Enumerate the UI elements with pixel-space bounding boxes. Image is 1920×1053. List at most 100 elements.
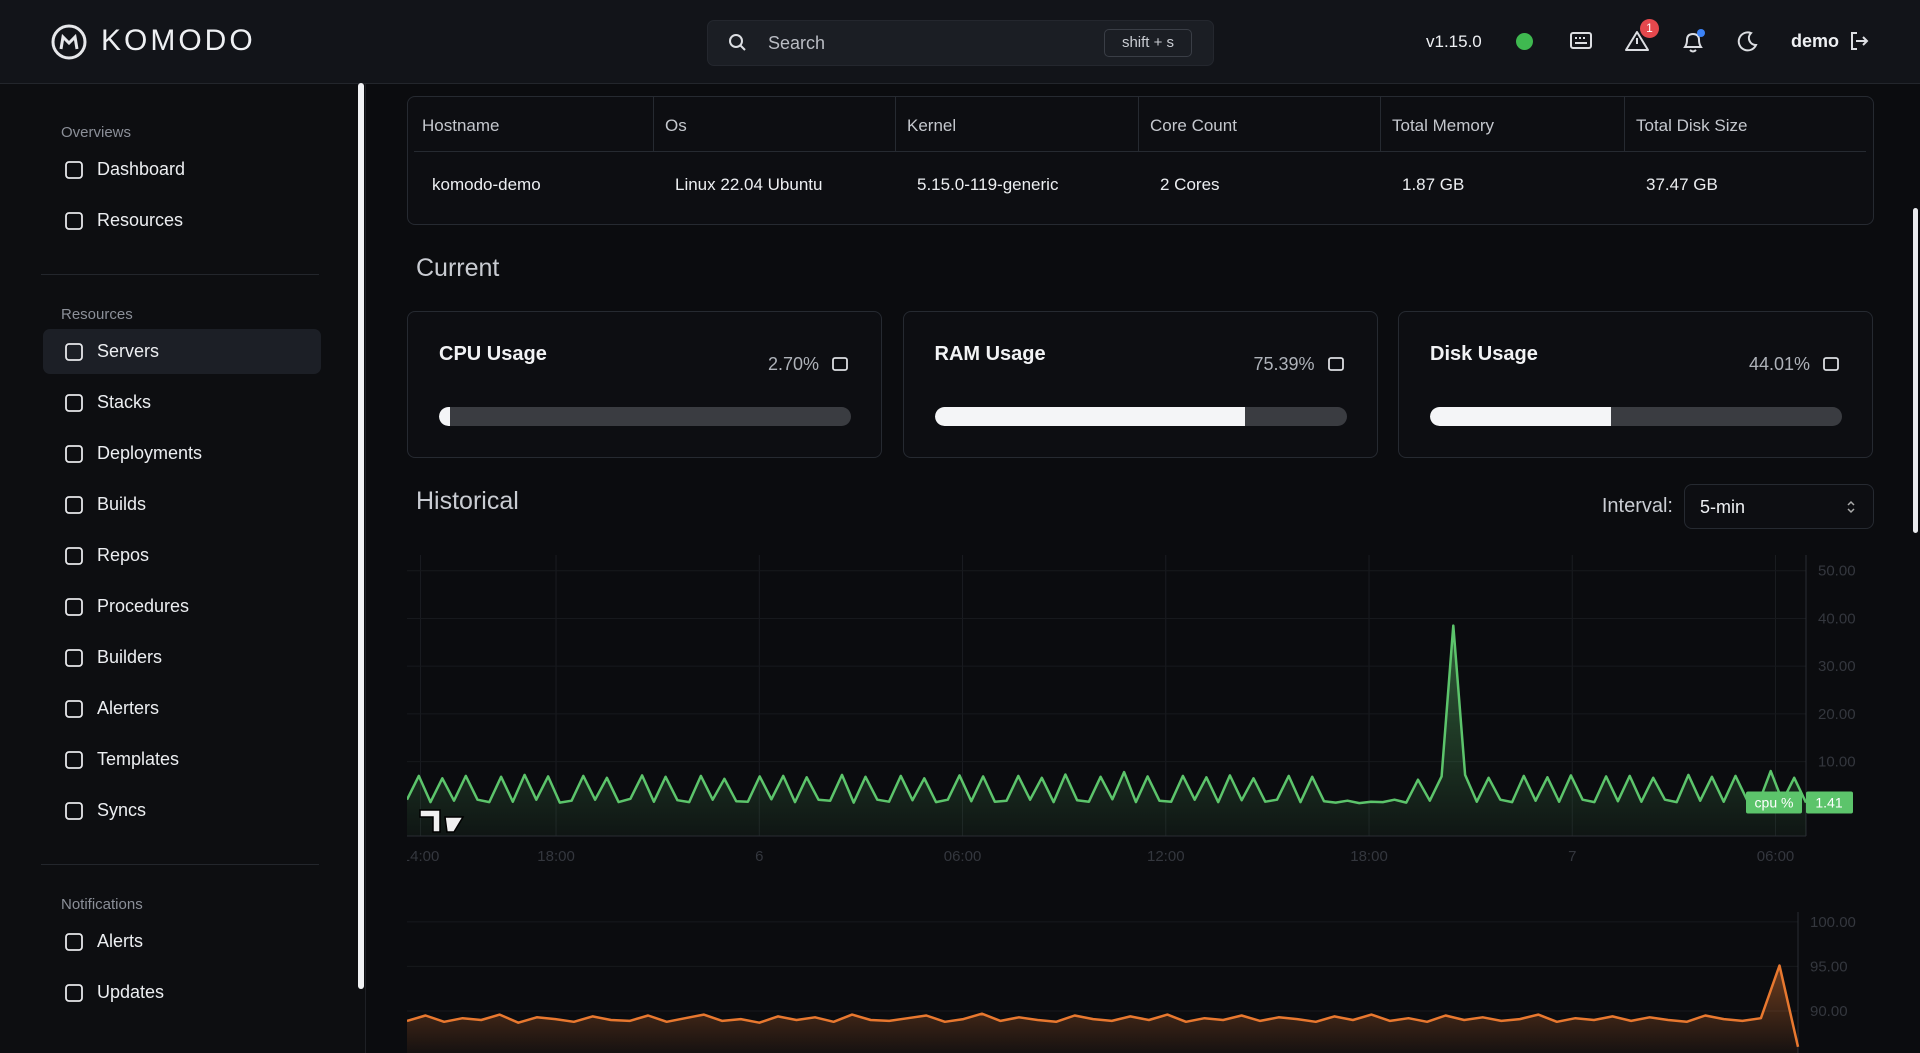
nav-icon (65, 444, 83, 463)
nav-icon (65, 342, 83, 361)
top-bar: KOMODO Search shift + s v1.15.0 1 demo (0, 0, 1920, 84)
area (407, 965, 1798, 1053)
tradingview-logo (419, 809, 465, 833)
icon-shape (65, 648, 83, 667)
icon-shape (65, 495, 83, 514)
x-tick-label: 6 (755, 848, 763, 865)
table-cell: komodo-demo (432, 175, 541, 194)
nav-item[interactable]: Servers (43, 329, 321, 374)
section-title: Overviews (61, 124, 132, 141)
y-tick-label: 10.00 (1818, 754, 1856, 771)
y-tick-label: 90.00 (1810, 1003, 1848, 1020)
nav-icon (65, 160, 83, 179)
card-icon (1327, 357, 1344, 371)
icon-shape (65, 160, 83, 179)
column-divider (1624, 97, 1625, 151)
nav-item[interactable]: Updates (43, 970, 321, 1015)
column-divider (1138, 97, 1139, 151)
ram-chart: 90.00 95.00 100.00 (407, 912, 1856, 1053)
section-title: Notifications (61, 896, 143, 913)
usage-card: CPU Usage 2.70% (407, 311, 882, 458)
card-title: Disk Usage (1430, 343, 1538, 365)
nav-label: Resources (97, 210, 184, 230)
table-header: Os (665, 116, 687, 135)
nav-label: Builders (97, 647, 163, 667)
icon-shape (1327, 357, 1344, 371)
nav-label: Templates (97, 749, 180, 769)
nav-label: Syncs (97, 800, 147, 820)
x-tick-label: 12:00 (1147, 848, 1185, 865)
select-chevron (1847, 500, 1855, 514)
icon-shape (65, 211, 83, 230)
usage-card: Disk Usage 44.01% (1398, 311, 1873, 458)
table-header: Total Memory (1392, 116, 1495, 135)
table-cell: 1.87 GB (1402, 175, 1465, 194)
keyboard-icon[interactable] (1569, 30, 1593, 52)
version: v1.15.0 (1426, 32, 1482, 51)
icon-shape (65, 699, 83, 718)
icon-shape (65, 750, 83, 769)
nav-icon (65, 648, 83, 667)
y-tick-label: 95.00 (1810, 958, 1848, 975)
nav-item[interactable]: Builds (43, 482, 321, 527)
divider (41, 274, 319, 275)
y-tick-label: 40.00 (1818, 610, 1856, 627)
nav-item[interactable]: Stacks (43, 380, 321, 425)
progress-bar (1430, 407, 1612, 426)
nav-item[interactable]: Alerters (43, 686, 321, 731)
x-tick-label: 18:00 (537, 848, 575, 865)
content-scrollbar (1913, 208, 1918, 533)
x-tick-label: 7 (1568, 848, 1576, 865)
nav-label: Deployments (97, 443, 203, 463)
section-title: Resources (61, 306, 133, 323)
nav-item[interactable]: Repos (43, 533, 321, 578)
table-header: Hostname (422, 116, 500, 135)
nav-item[interactable]: Deployments (43, 431, 321, 476)
table-cell: 2 Cores (1160, 175, 1220, 194)
notifications-icon[interactable] (1680, 29, 1706, 55)
table-cell: 5.15.0-119-generic (917, 175, 1059, 194)
brand: KOMODO (101, 24, 256, 57)
value-badge (1806, 791, 1853, 814)
nav-label: Stacks (97, 392, 152, 412)
nav-item[interactable]: Procedures (43, 584, 321, 629)
card-value: 75.39% (1253, 354, 1315, 374)
interval-select[interactable]: 5-min (1684, 484, 1874, 529)
x-tick-label: 18:00 (1350, 848, 1388, 865)
logout-icon[interactable] (1848, 30, 1870, 52)
alert-badge: 1 (1640, 19, 1659, 38)
card-icon (832, 357, 848, 371)
interval-value: 5-min (1700, 497, 1746, 517)
icon-shape (65, 597, 83, 616)
nav-item[interactable]: Dashboard (43, 147, 321, 192)
icon-shape (65, 983, 83, 1002)
card-value: 44.01% (1748, 354, 1810, 374)
nav-icon (65, 495, 83, 514)
server-info-table (407, 96, 1874, 225)
card-icon (1823, 357, 1839, 371)
nav-item[interactable]: Resources (43, 198, 321, 243)
line (407, 964, 1800, 1048)
nav-item[interactable]: Builders (43, 635, 321, 680)
progress-track (1430, 407, 1842, 426)
nav-item[interactable]: Alerts (43, 919, 321, 964)
icon-shape (65, 444, 83, 463)
icon-shape (65, 546, 83, 565)
x-tick-label: 06:00 (944, 848, 982, 865)
user-name[interactable]: demo (1791, 31, 1840, 51)
progress-bar (934, 407, 1246, 426)
search-shortcut: shift + s (1104, 29, 1192, 57)
cpu-chart: 14:00 18:00 6 06:00 12:00 18:00 7 06:00 10.00 20.… (407, 555, 1856, 865)
nav-icon (65, 393, 83, 412)
nav-item[interactable]: Syncs (43, 788, 321, 833)
nav-item[interactable]: Templates (43, 737, 321, 782)
theme-icon[interactable] (1736, 30, 1758, 52)
alerts-icon[interactable] (1624, 29, 1650, 53)
nav-label: Dashboard (97, 159, 186, 179)
table-header: Kernel (907, 116, 957, 135)
search-box[interactable]: Search shift + s (707, 20, 1214, 66)
nav-icon (65, 750, 83, 769)
nav-icon (65, 597, 83, 616)
